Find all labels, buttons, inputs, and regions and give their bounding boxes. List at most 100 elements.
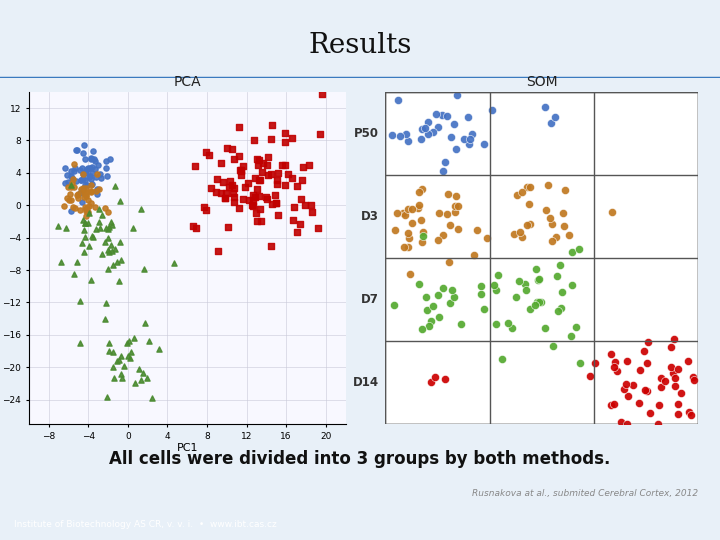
Point [272,169,284,178]
Point [449,293,460,302]
Point [430,372,441,381]
Point [79,180,91,189]
Point [685,411,696,420]
Point [248,191,259,199]
Point [672,409,683,418]
Point [188,222,199,231]
Point [665,343,677,352]
Point [105,241,117,249]
Point [239,183,251,192]
Point [641,359,652,368]
Point [251,184,263,193]
Point [392,76,403,84]
Point [114,255,126,264]
Point [525,305,536,314]
Point [76,176,87,185]
Point [621,420,633,428]
Point [78,247,89,256]
Point [451,91,463,99]
Point [488,280,500,289]
Point [80,176,91,184]
Point [81,191,92,199]
Point [235,166,247,175]
Point [654,383,666,391]
Point [610,357,621,366]
Point [71,258,83,267]
Point [403,234,415,242]
Point [395,131,406,140]
Point [400,130,412,138]
Point [62,194,73,202]
Point [105,217,117,226]
Point [432,235,444,244]
Point [76,198,88,206]
Point [257,159,269,168]
Point [87,147,99,156]
Point [433,313,445,321]
Point [118,362,130,370]
Point [237,161,248,170]
Point [104,222,115,231]
Point [534,275,545,284]
Point [55,257,67,266]
Point [282,169,294,178]
Point [113,276,125,285]
Point [547,342,559,350]
Point [418,228,429,237]
Point [416,124,428,133]
Point [104,247,115,256]
Point [439,375,451,383]
Point [261,195,272,204]
Point [107,261,119,269]
Point [521,183,533,192]
Point [217,178,229,187]
Point [464,134,476,143]
Point [418,231,429,240]
Point [292,228,303,237]
Point [106,220,117,229]
Point [266,170,277,178]
Point [514,227,526,236]
Point [479,140,490,149]
Point [291,182,302,191]
Point [222,183,234,191]
Point [463,140,474,149]
Point [541,206,552,215]
Point [228,193,239,201]
Point [84,172,95,180]
Point [416,325,428,334]
Point [390,226,401,234]
Point [76,239,88,247]
Point [442,190,454,198]
Point [446,286,458,295]
Point [146,394,158,402]
Point [375,114,387,123]
Point [77,216,89,225]
Point [523,183,535,191]
Point [123,336,135,345]
Point [95,170,107,178]
Point [590,358,601,367]
Point [78,187,89,195]
Point [422,117,433,126]
Point [100,224,112,232]
Point [79,218,91,227]
Point [513,276,525,285]
Point [551,272,562,280]
Point [638,346,649,355]
Point [220,189,232,198]
Point [566,280,577,289]
Point [96,210,108,219]
Point [135,204,146,213]
Point [415,216,427,225]
Point [531,264,542,273]
Point [80,211,91,220]
Point [648,473,660,482]
Point [102,225,114,233]
Point [88,233,99,241]
Point [102,171,113,180]
Point [248,197,259,205]
Point [109,245,121,254]
Point [557,287,568,296]
Point [472,226,483,234]
